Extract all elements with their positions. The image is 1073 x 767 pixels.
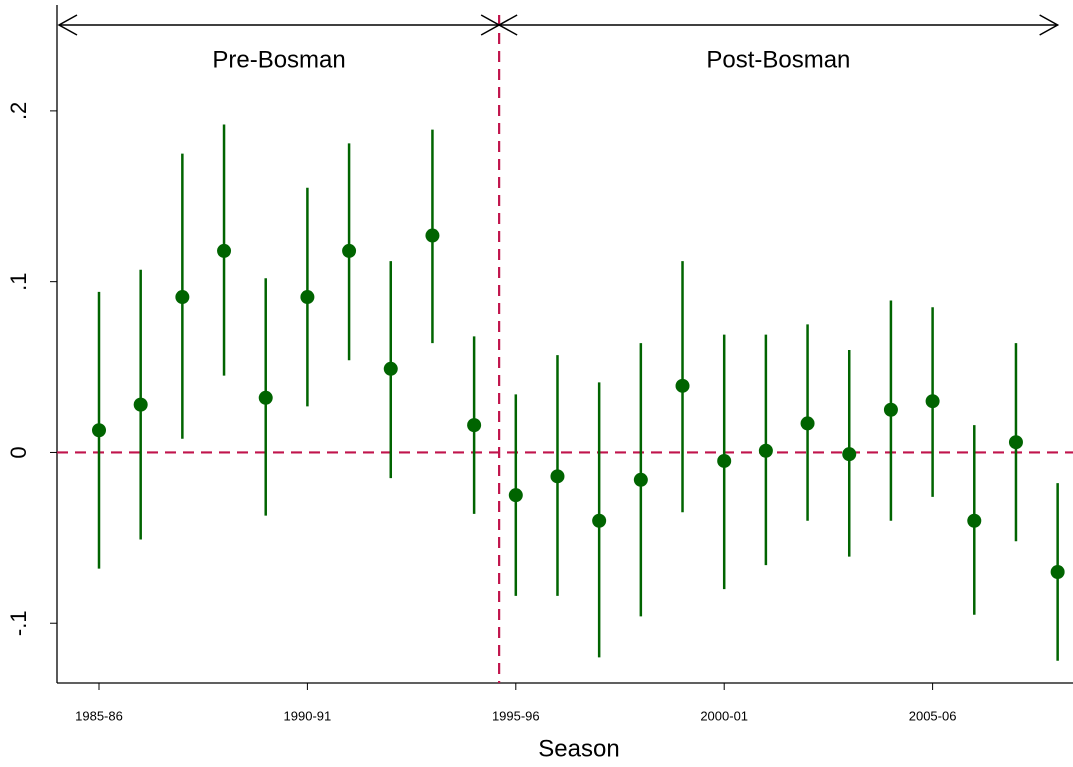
y-tick-label: .2 — [6, 102, 31, 120]
point — [1050, 564, 1065, 579]
point — [300, 290, 315, 305]
x-axis-label: Season — [538, 735, 619, 762]
x-tick-label: 1995-96 — [492, 708, 540, 723]
x-tick-label: 2005-06 — [909, 708, 957, 723]
point — [550, 469, 565, 484]
point — [508, 488, 523, 503]
point — [383, 361, 398, 376]
point — [633, 472, 648, 487]
point — [592, 513, 607, 528]
point — [425, 228, 440, 243]
point — [675, 378, 690, 393]
arrow-head — [497, 14, 518, 36]
point — [342, 243, 357, 258]
period-label: Pre-Bosman — [212, 46, 345, 73]
point — [883, 402, 898, 417]
x-tick-label: 2000-01 — [700, 708, 748, 723]
x-tick-label: 1990-91 — [284, 708, 332, 723]
y-tick-label: -.1 — [6, 610, 31, 636]
x-tick-label: 1985-86 — [75, 708, 123, 723]
point — [925, 394, 940, 409]
point — [758, 443, 773, 458]
point — [800, 416, 815, 431]
arrow-head — [57, 14, 78, 36]
y-tick-label: .1 — [6, 272, 31, 290]
point — [133, 397, 148, 412]
point — [1008, 435, 1023, 450]
period-label: Post-Bosman — [706, 46, 850, 73]
arrow-head — [1039, 14, 1060, 36]
point — [92, 423, 106, 438]
point — [258, 390, 273, 405]
point — [467, 418, 482, 433]
point — [175, 290, 190, 305]
point — [842, 447, 857, 462]
point — [967, 513, 982, 528]
point — [217, 243, 232, 258]
point — [717, 453, 732, 468]
y-tick-label: 0 — [6, 446, 31, 458]
